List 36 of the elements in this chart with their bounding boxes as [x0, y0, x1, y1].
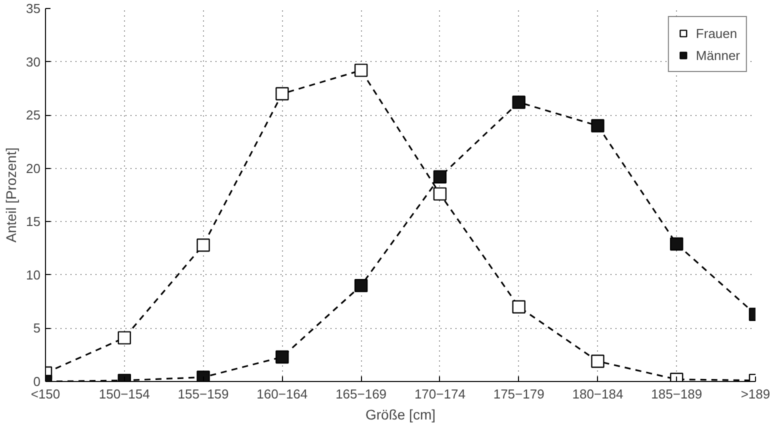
x-tick-label: 175−179 [493, 386, 544, 402]
y-tick-label: 5 [33, 320, 41, 336]
point [196, 238, 210, 252]
point [591, 354, 604, 368]
x-tick-label: 185−189 [651, 386, 702, 402]
x-axis-title: Größe [cm] [365, 406, 436, 422]
x-tick-label: 165−169 [336, 386, 387, 402]
y-tick-label: 10 [26, 267, 41, 282]
legend-label: Männer [696, 48, 740, 62]
x-tick-label: 160−164 [256, 386, 308, 402]
legend-label: Frauen [696, 26, 738, 40]
point [433, 187, 447, 201]
y-tick-label: 25 [26, 108, 41, 123]
y-tick-label: 35 [26, 1, 41, 16]
x-tick-label: 170−174 [414, 386, 466, 402]
x-tick-label: <150 [30, 386, 60, 402]
y-axis-title: Anteil [Prozent] [3, 148, 20, 242]
point [433, 170, 447, 184]
x-tick-label: 150−154 [98, 386, 150, 402]
point [354, 64, 368, 77]
y-tick-label: 0 [33, 374, 41, 389]
point [276, 87, 289, 100]
point [196, 370, 210, 382]
y-tick-label: 30 [26, 54, 41, 70]
point [591, 119, 604, 132]
y-tick-label: 20 [26, 160, 41, 176]
x-tick-label: >189 [740, 386, 770, 402]
point [118, 331, 131, 344]
point [354, 278, 368, 292]
y-tick-label: 15 [26, 214, 41, 230]
x-tick-label: 155−159 [178, 386, 229, 402]
x-tick-label: 180−184 [572, 386, 624, 402]
point [670, 237, 684, 251]
point [276, 350, 289, 364]
point [512, 96, 526, 109]
point [512, 300, 526, 314]
